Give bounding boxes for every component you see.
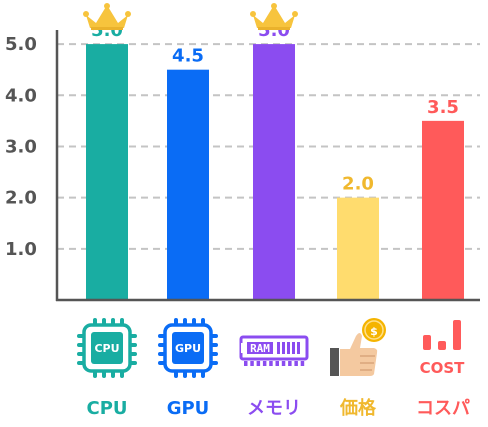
ram-pin	[294, 361, 298, 366]
crown-jewel	[271, 3, 277, 9]
bar-CPU	[86, 44, 128, 300]
ram-pin	[288, 361, 292, 366]
crown-jewel	[292, 11, 298, 17]
chip-core	[172, 332, 204, 364]
ram-module-icon: RAM	[239, 335, 309, 366]
thumb-hand	[340, 333, 378, 376]
crown-icon	[83, 3, 131, 30]
value-label: 4.5	[172, 46, 204, 67]
category-label: メモリ	[247, 398, 301, 419]
cost-bar	[453, 320, 461, 350]
bar-価格	[337, 197, 379, 300]
cost-bar	[423, 335, 431, 350]
coin-ring	[364, 320, 384, 340]
category-label: GPU	[167, 398, 210, 419]
ram-pin	[300, 361, 305, 366]
ram-pin	[269, 361, 273, 366]
ram-cell	[282, 342, 285, 354]
category-label: コスパ	[416, 398, 470, 419]
crown-jewel	[125, 11, 131, 17]
chip-frame	[82, 323, 132, 373]
gridlines	[57, 43, 480, 250]
finger-lines	[360, 355, 375, 371]
ram-pin	[281, 361, 286, 366]
ram-pin	[250, 361, 254, 366]
crown-jewel	[83, 11, 89, 17]
y-tick-label: 4.0	[5, 85, 37, 106]
ram-pin	[275, 361, 279, 366]
ram-cell	[292, 342, 295, 354]
sleeve	[330, 348, 339, 376]
ram-chip	[247, 342, 273, 354]
value-label: 2.0	[342, 174, 374, 195]
crowns	[83, 3, 298, 30]
crown-body	[253, 5, 295, 28]
crown-jewel	[250, 11, 256, 17]
chip-core	[91, 332, 123, 364]
ram-pin	[244, 361, 248, 366]
cost-text: COST	[420, 359, 466, 377]
value-label: 3.5	[427, 97, 459, 118]
category-label: CPU	[86, 398, 127, 419]
bars	[86, 44, 464, 300]
cpu-chip-icon: CPU	[77, 318, 137, 378]
cost-bars-icon: COST	[420, 320, 466, 377]
ram-pin	[256, 361, 261, 366]
bar-コスパ	[422, 120, 464, 300]
crown-jewel	[104, 3, 110, 9]
ram-text: RAM	[250, 342, 270, 355]
bar-GPU	[167, 69, 209, 300]
ram-cell	[287, 342, 290, 354]
category-icons: CPU GPU RAM $ COST	[77, 318, 465, 378]
crown-body	[86, 5, 128, 28]
crown-band	[91, 27, 123, 30]
cost-bar	[438, 341, 446, 350]
crown-icon	[250, 3, 298, 30]
price-thumbs-up-coin-icon: $	[330, 318, 386, 376]
y-tick-label: 1.0	[5, 239, 37, 260]
y-tick-label: 3.0	[5, 136, 37, 157]
crown-band	[258, 27, 290, 30]
chip-text: CPU	[94, 342, 119, 355]
gpu-chip-icon: GPU	[158, 318, 218, 378]
y-tick-label: 2.0	[5, 188, 37, 209]
coin-text: $	[370, 325, 378, 338]
bar-メモリ	[253, 44, 295, 300]
chip-frame	[163, 323, 213, 373]
chip-text: GPU	[175, 342, 201, 355]
y-axis-tick-labels: 1.0 2.0 3.0 4.0 5.0	[5, 34, 37, 260]
category-label: 価格	[339, 397, 377, 419]
ram-pin	[262, 361, 267, 366]
ram-cell	[277, 342, 280, 354]
category-labels: CPU GPU メモリ 価格 コスパ	[86, 397, 470, 419]
y-tick-label: 5.0	[5, 34, 37, 55]
ram-cell	[297, 342, 300, 354]
ram-notch	[241, 343, 244, 353]
